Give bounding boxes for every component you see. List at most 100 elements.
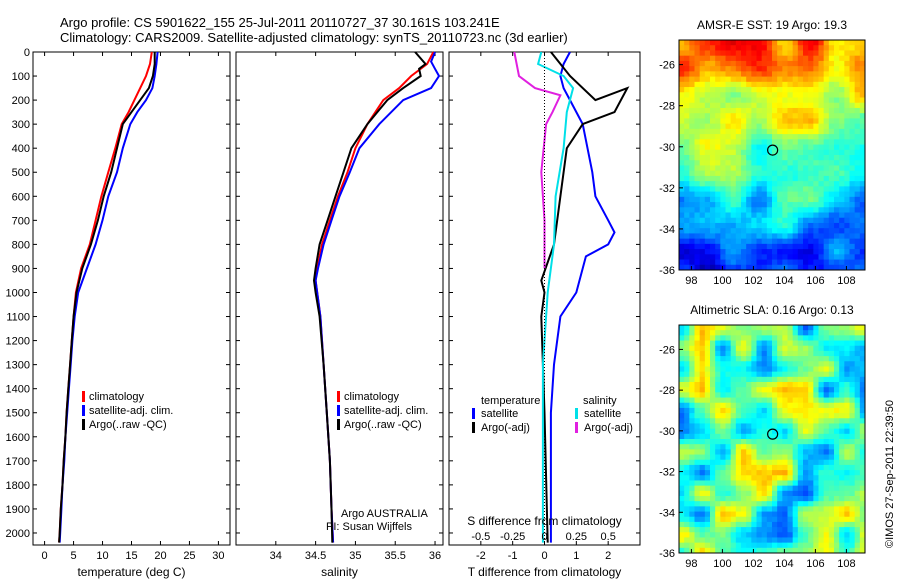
y-tick-label: -28 (659, 385, 675, 397)
series-line-1 (314, 51, 435, 543)
x-tick-label: 2 (605, 550, 611, 562)
y-tick-label: -36 (659, 548, 675, 560)
s-tick-label: -0.5 (471, 531, 490, 543)
x-tick-label: 108 (837, 558, 855, 570)
legend-title-salinity: salinity (583, 395, 617, 407)
s-tick-label: 0.25 (566, 531, 587, 543)
x-tick-label: 104 (775, 275, 793, 287)
x-axis-label: temperature (deg C) (77, 565, 185, 579)
x-tick-label: 106 (806, 275, 824, 287)
y-tick-label: -32 (659, 467, 675, 479)
sst-map: AMSR-E SST: 19 Argo: 19.3 98 100 102 104 106 1… (659, 18, 866, 287)
y-tick-label: 1000 (6, 287, 30, 299)
x-tick-label: 102 (744, 275, 762, 287)
header-line-1: Argo profile: CS 5901622_155 25-Jul-2011… (60, 15, 500, 30)
x-tick-label: 0 (541, 550, 547, 562)
y-tick-label: -30 (659, 426, 675, 438)
y-tick-label: 900 (12, 263, 30, 275)
annotation-pi: PI: Susan Wijffels (326, 521, 412, 533)
y-tick-label: 600 (12, 191, 30, 203)
y-tick-label: 1300 (6, 360, 30, 372)
legend-label: climatology (89, 391, 145, 403)
x-tick-label: 100 (713, 558, 731, 570)
credit-text: ©IMOS 27-Sep-2011 22:39:50 (884, 400, 896, 548)
series-line-2 (540, 51, 630, 543)
annotation-institution: Argo AUSTRALIA (341, 508, 428, 520)
y-tick-label: 300 (12, 119, 30, 131)
y-tick-label: 1800 (6, 480, 30, 492)
series-line-2 (58, 51, 159, 543)
x-tick-label: 98 (685, 275, 697, 287)
x-tick-label: 106 (806, 558, 824, 570)
legend-label: Argo(..raw -QC) (89, 419, 167, 431)
y-tick-label: -32 (659, 183, 675, 195)
y-tick-label: 1700 (6, 456, 30, 468)
x-tick-label: 25 (183, 550, 195, 562)
argo-location-marker (767, 428, 779, 440)
map-title: AMSR-E SST: 19 Argo: 19.3 (697, 18, 847, 32)
x-tick-label: 30 (212, 550, 224, 562)
y-tick-label: -26 (659, 60, 675, 72)
legend-label: Argo(-adj) (584, 422, 633, 434)
series-line-4 (513, 51, 562, 269)
series-line-1 (58, 51, 153, 543)
x-tick-label: 98 (685, 558, 697, 570)
series-line-3 (536, 51, 575, 543)
legend-swatch (337, 391, 340, 402)
y-tick-label: -36 (659, 265, 675, 277)
y-tick-label: 1900 (6, 504, 30, 516)
legend-label: Argo(-adj) (481, 422, 530, 434)
series-line-3 (58, 52, 156, 543)
x-tick-label: 10 (96, 550, 108, 562)
x-tick-label: 0 (42, 550, 48, 562)
legend-swatch (472, 408, 475, 419)
map-frame (678, 39, 866, 271)
x-tick-label: 35.5 (385, 550, 406, 562)
legend-label: Argo(..raw -QC) (344, 419, 422, 431)
map-frame (678, 324, 866, 554)
y-tick-label: 1400 (6, 384, 30, 396)
y-tick-label: 1600 (6, 432, 30, 444)
x-tick-label: 1 (573, 550, 579, 562)
y-tick-label: 700 (12, 215, 30, 227)
map-cells (679, 325, 866, 554)
x-tick-label: 34.5 (305, 550, 326, 562)
series-line-3 (312, 51, 427, 543)
profile-panel-3: -2 -1 0 1 2 T difference from climatology -0.5… (448, 51, 641, 579)
argo-location-marker (767, 144, 779, 156)
x-tick-label: 36 (429, 550, 441, 562)
legend-swatch (82, 391, 85, 402)
legend-swatch (575, 422, 578, 433)
y-tick-label: -34 (659, 224, 675, 236)
y-tick-label: 800 (12, 239, 30, 251)
profile-panel-2: 34 34.5 35 35.5 36 salinity climatology satelli… (235, 51, 444, 579)
y-tick-label: 100 (12, 71, 30, 83)
y-tick-label: 200 (12, 95, 30, 107)
y-tick-label: 500 (12, 167, 30, 179)
y-tick-label: 2000 (6, 528, 30, 540)
legend-swatch (575, 408, 578, 419)
x-tick-label: -2 (476, 550, 486, 562)
legend-swatch (337, 419, 340, 430)
y-tick-label: 400 (12, 143, 30, 155)
x-tick-label: 35 (349, 550, 361, 562)
x-axis-label: salinity (321, 565, 358, 579)
x-tick-label: 100 (713, 275, 731, 287)
x-tick-label: 20 (154, 550, 166, 562)
y-tick-label: -26 (659, 344, 675, 356)
legend-label: satellite-adj. clim. (344, 405, 428, 417)
x-tick-label: 102 (744, 558, 762, 570)
x-tick-label: -1 (508, 550, 518, 562)
s-tick-label: 0 (541, 531, 547, 543)
x-tick-label: 15 (125, 550, 137, 562)
legend-label: satellite (481, 408, 518, 420)
series-line-1 (549, 51, 616, 543)
y-tick-label: -34 (659, 507, 675, 519)
y-tick-label: 0 (24, 47, 30, 59)
map-cells (679, 40, 866, 271)
legend-swatch (82, 405, 85, 416)
legend-title-temperature: temperature (481, 395, 540, 407)
series-line-2 (314, 51, 441, 543)
legend-swatch (82, 419, 85, 430)
y-tick-label: 1200 (6, 336, 30, 348)
